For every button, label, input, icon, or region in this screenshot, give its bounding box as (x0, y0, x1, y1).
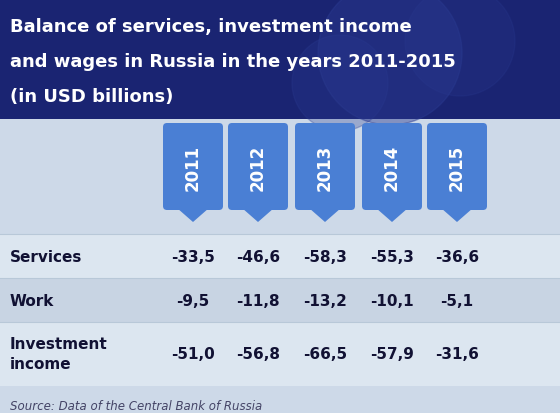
Text: -56,8: -56,8 (236, 347, 280, 362)
FancyBboxPatch shape (228, 124, 288, 211)
Text: Balance of services, investment income: Balance of services, investment income (10, 18, 412, 36)
Bar (0, 0, 560, 120)
Text: -9,5: -9,5 (176, 293, 209, 308)
FancyBboxPatch shape (295, 124, 355, 211)
Circle shape (318, 0, 462, 126)
Text: -66,5: -66,5 (303, 347, 347, 362)
Text: 2013: 2013 (316, 144, 334, 190)
Text: -11,8: -11,8 (236, 293, 280, 308)
Text: Investment: Investment (10, 337, 108, 351)
Text: 2011: 2011 (184, 144, 202, 190)
Text: (in USD billions): (in USD billions) (10, 88, 174, 106)
Polygon shape (368, 202, 416, 223)
Text: -46,6: -46,6 (236, 249, 280, 264)
Text: -5,1: -5,1 (440, 293, 474, 308)
Text: 2015: 2015 (448, 144, 466, 190)
Text: Work: Work (10, 293, 54, 308)
Bar (0, 278, 560, 322)
Text: -57,9: -57,9 (370, 347, 414, 362)
Polygon shape (301, 202, 349, 223)
Text: and wages in Russia in the years 2011-2015: and wages in Russia in the years 2011-20… (10, 53, 456, 71)
Text: -58,3: -58,3 (303, 249, 347, 264)
Bar (0, 322, 560, 386)
Polygon shape (234, 202, 282, 223)
Text: 2014: 2014 (383, 144, 401, 190)
Bar (0, 235, 560, 278)
Text: Services: Services (10, 249, 82, 264)
FancyBboxPatch shape (163, 124, 223, 211)
Text: -10,1: -10,1 (370, 293, 414, 308)
Text: -51,0: -51,0 (171, 347, 215, 362)
Text: income: income (10, 357, 72, 372)
Bar (0, 120, 560, 235)
Polygon shape (433, 202, 481, 223)
FancyBboxPatch shape (427, 124, 487, 211)
Text: -31,6: -31,6 (435, 347, 479, 362)
Text: -55,3: -55,3 (370, 249, 414, 264)
Polygon shape (169, 202, 217, 223)
Text: -13,2: -13,2 (303, 293, 347, 308)
FancyBboxPatch shape (362, 124, 422, 211)
Text: -36,6: -36,6 (435, 249, 479, 264)
Text: Source: Data of the Central Bank of Russia: Source: Data of the Central Bank of Russ… (10, 399, 262, 413)
Circle shape (405, 0, 515, 97)
Text: -33,5: -33,5 (171, 249, 215, 264)
Text: 2012: 2012 (249, 144, 267, 190)
Circle shape (292, 36, 388, 132)
